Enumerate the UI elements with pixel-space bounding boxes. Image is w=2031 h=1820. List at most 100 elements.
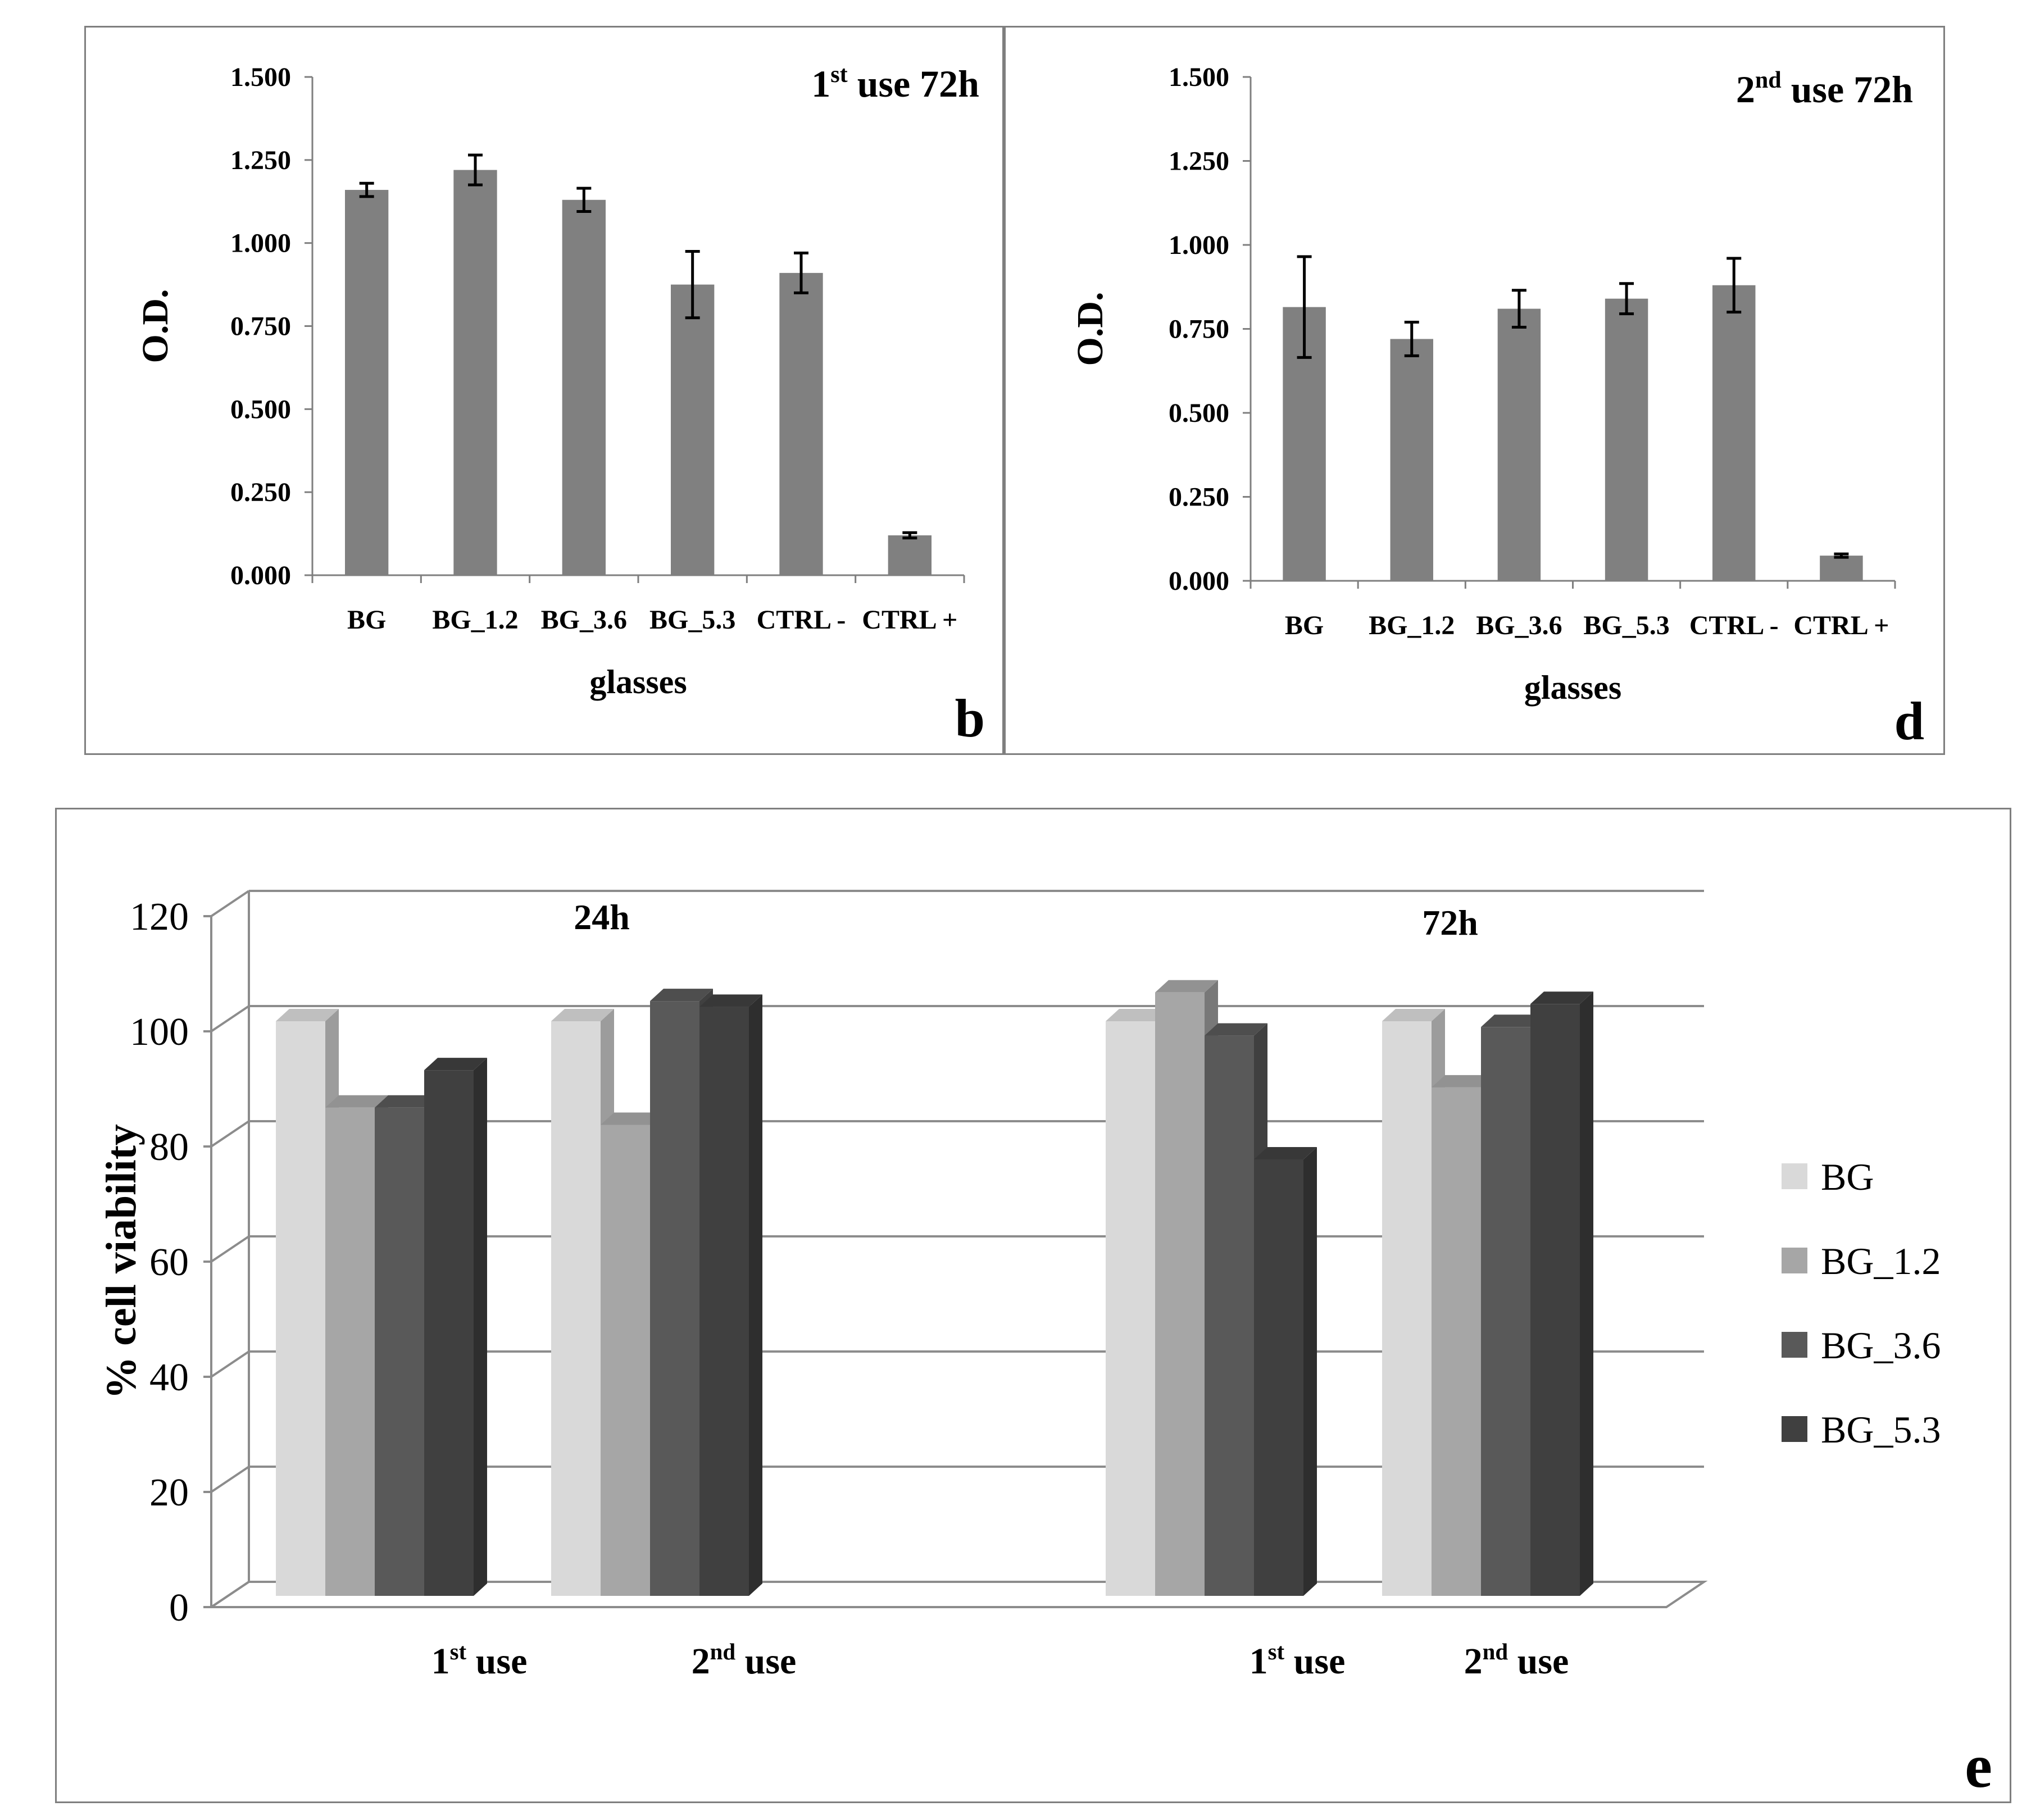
x-tick-label: BG_3.6 [1476, 611, 1562, 640]
legend-label: BG_1.2 [1821, 1240, 1941, 1282]
y-tick-label: 0 [169, 1586, 189, 1630]
bar-top [650, 989, 713, 1002]
y-axis-label: O.D. [135, 289, 176, 363]
bar-top [1432, 1075, 1494, 1088]
y-tick-label: 120 [130, 895, 189, 939]
legend-swatch [1782, 1332, 1807, 1358]
side-grid-line [210, 1466, 250, 1493]
bar [1432, 1087, 1481, 1596]
bar [1205, 1035, 1254, 1596]
chart-title: 1st use 72h [811, 61, 979, 105]
y-tick-label: 40 [149, 1356, 189, 1399]
y-tick-label: 20 [149, 1471, 189, 1514]
y-tick-label: 0.000 [1169, 566, 1229, 596]
chart-title-sup: nd [1755, 67, 1782, 93]
side-grid-line [210, 1235, 250, 1263]
bar-top [1530, 991, 1593, 1004]
bar [1497, 308, 1541, 581]
bar-top [601, 1112, 664, 1125]
y-tick-label: 0.750 [1169, 315, 1229, 344]
y-tick-label: 60 [149, 1241, 189, 1284]
bar [779, 272, 823, 575]
x-category-label: 1st use [1250, 1639, 1346, 1682]
y-tick-label: 1.500 [230, 62, 291, 92]
x-tick-label: CTRL + [862, 605, 957, 635]
legend-label: BG [1821, 1155, 1874, 1198]
side-grid-line [210, 1350, 250, 1378]
x-tick-label: CTRL + [1793, 611, 1889, 640]
legend-swatch [1782, 1416, 1807, 1442]
legend-swatch [1782, 1163, 1807, 1189]
legend-label: BG_5.3 [1821, 1408, 1941, 1451]
y-tick-label: 0.750 [230, 312, 291, 342]
bar [551, 1021, 601, 1596]
y-tick-label: 1.250 [230, 145, 291, 175]
bar-top [1254, 1147, 1317, 1159]
bar [888, 535, 932, 575]
group-title: 24h [574, 897, 630, 937]
x-tick-label: BG_5.3 [1583, 611, 1669, 640]
bar [1481, 1027, 1530, 1596]
bar [650, 1001, 699, 1596]
y-tick-label: 0.250 [230, 477, 291, 507]
y-tick-label: 0.000 [230, 561, 291, 590]
x-category-label-prefix: 2 [692, 1641, 710, 1682]
chart-title-suffix: use 72h [1782, 68, 1913, 111]
x-category-label-suffix: use [735, 1641, 796, 1682]
panel-letter: d [1894, 691, 1924, 751]
x-tick-label: BG_1.2 [1369, 611, 1455, 640]
side-grid-line [210, 890, 250, 917]
bar-top [276, 1009, 339, 1021]
x-category-label-sup: nd [1483, 1639, 1509, 1664]
chart-title: 2nd use 72h [1736, 67, 1913, 111]
bar-top [424, 1058, 487, 1071]
bar [276, 1021, 325, 1596]
bar-top [551, 1009, 614, 1021]
bar [325, 1107, 375, 1596]
bar [345, 190, 389, 575]
x-category-label-suffix: use [466, 1641, 527, 1682]
chart-b-svg: 0.000 0.250 0.500 0.750 1.000 1.250 1.500 BG BG_… [135, 61, 985, 748]
bar [453, 170, 497, 575]
x-category-label: 2nd use [1464, 1639, 1569, 1682]
bar-side [1303, 1147, 1317, 1596]
bar-top [375, 1095, 438, 1108]
x-category-label-sup: nd [710, 1639, 736, 1664]
bar [1390, 339, 1433, 581]
bar-top [699, 994, 762, 1007]
y-tick-label: 1.500 [1169, 62, 1229, 92]
chart-d-svg: 0.000 0.250 0.500 0.750 1.000 1.250 1.500 BG BG_… [1070, 62, 1924, 751]
legend-label: BG_3.6 [1821, 1324, 1941, 1367]
bar [601, 1125, 650, 1596]
bar [1530, 1004, 1580, 1596]
x-axis-label: glasses [589, 663, 687, 700]
bar [375, 1107, 424, 1596]
bar-top [1155, 980, 1218, 993]
x-tick-label: BG_5.3 [649, 605, 735, 635]
x-category-label-sup: st [1268, 1639, 1285, 1664]
bar [1605, 298, 1648, 581]
panel-letter: e [1965, 1732, 1992, 1800]
y-tick-label: 0.500 [230, 394, 291, 424]
chart-title-prefix: 2 [1736, 68, 1755, 111]
chart-title-sup: st [830, 61, 847, 88]
x-tick-label: BG [347, 605, 386, 635]
x-axis-label: glasses [1524, 669, 1621, 706]
y-tick-label: 0.500 [1169, 398, 1229, 428]
bar [562, 199, 606, 575]
x-tick-label: CTRL - [757, 605, 846, 635]
y-tick-label: 0.250 [1169, 483, 1229, 512]
y-tick-label: 80 [149, 1126, 189, 1169]
x-category-label-prefix: 1 [1250, 1641, 1268, 1682]
x-tick-label: BG_3.6 [541, 605, 627, 635]
y-tick-label: 1.000 [1169, 230, 1229, 260]
x-category-label-suffix: use [1284, 1641, 1345, 1682]
y-axis-label: % cell viability [98, 1124, 145, 1399]
x-category-label: 1st use [431, 1639, 528, 1682]
x-category-label-suffix: use [1508, 1641, 1569, 1682]
bar-side [474, 1058, 487, 1596]
y-tick-label: 100 [130, 1011, 189, 1054]
chart-title-suffix: use 72h [848, 62, 979, 105]
bar [671, 284, 715, 575]
